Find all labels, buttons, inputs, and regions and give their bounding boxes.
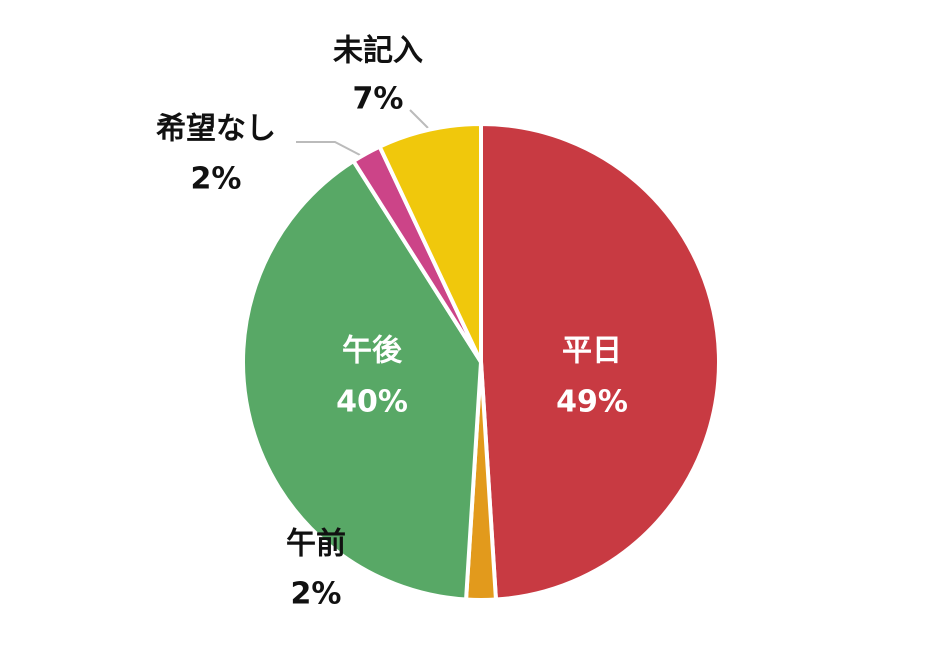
value-label: 2%: [291, 577, 342, 612]
value-label: 7%: [353, 82, 404, 117]
pie-slice: [479, 122, 721, 602]
value-label: 40%: [336, 385, 408, 420]
value-label: 2%: [191, 162, 242, 197]
slice-label: 午後: [342, 334, 403, 369]
leader-line: [409, 109, 429, 129]
pie-slice: [377, 122, 483, 364]
slice-label: 未記入: [333, 34, 423, 69]
slice-label: 希望なし: [156, 112, 276, 147]
slice-label: 午前: [286, 527, 346, 562]
value-label: 49%: [556, 385, 628, 420]
leader-line: [296, 141, 361, 156]
slice-label: 平日: [562, 334, 622, 369]
